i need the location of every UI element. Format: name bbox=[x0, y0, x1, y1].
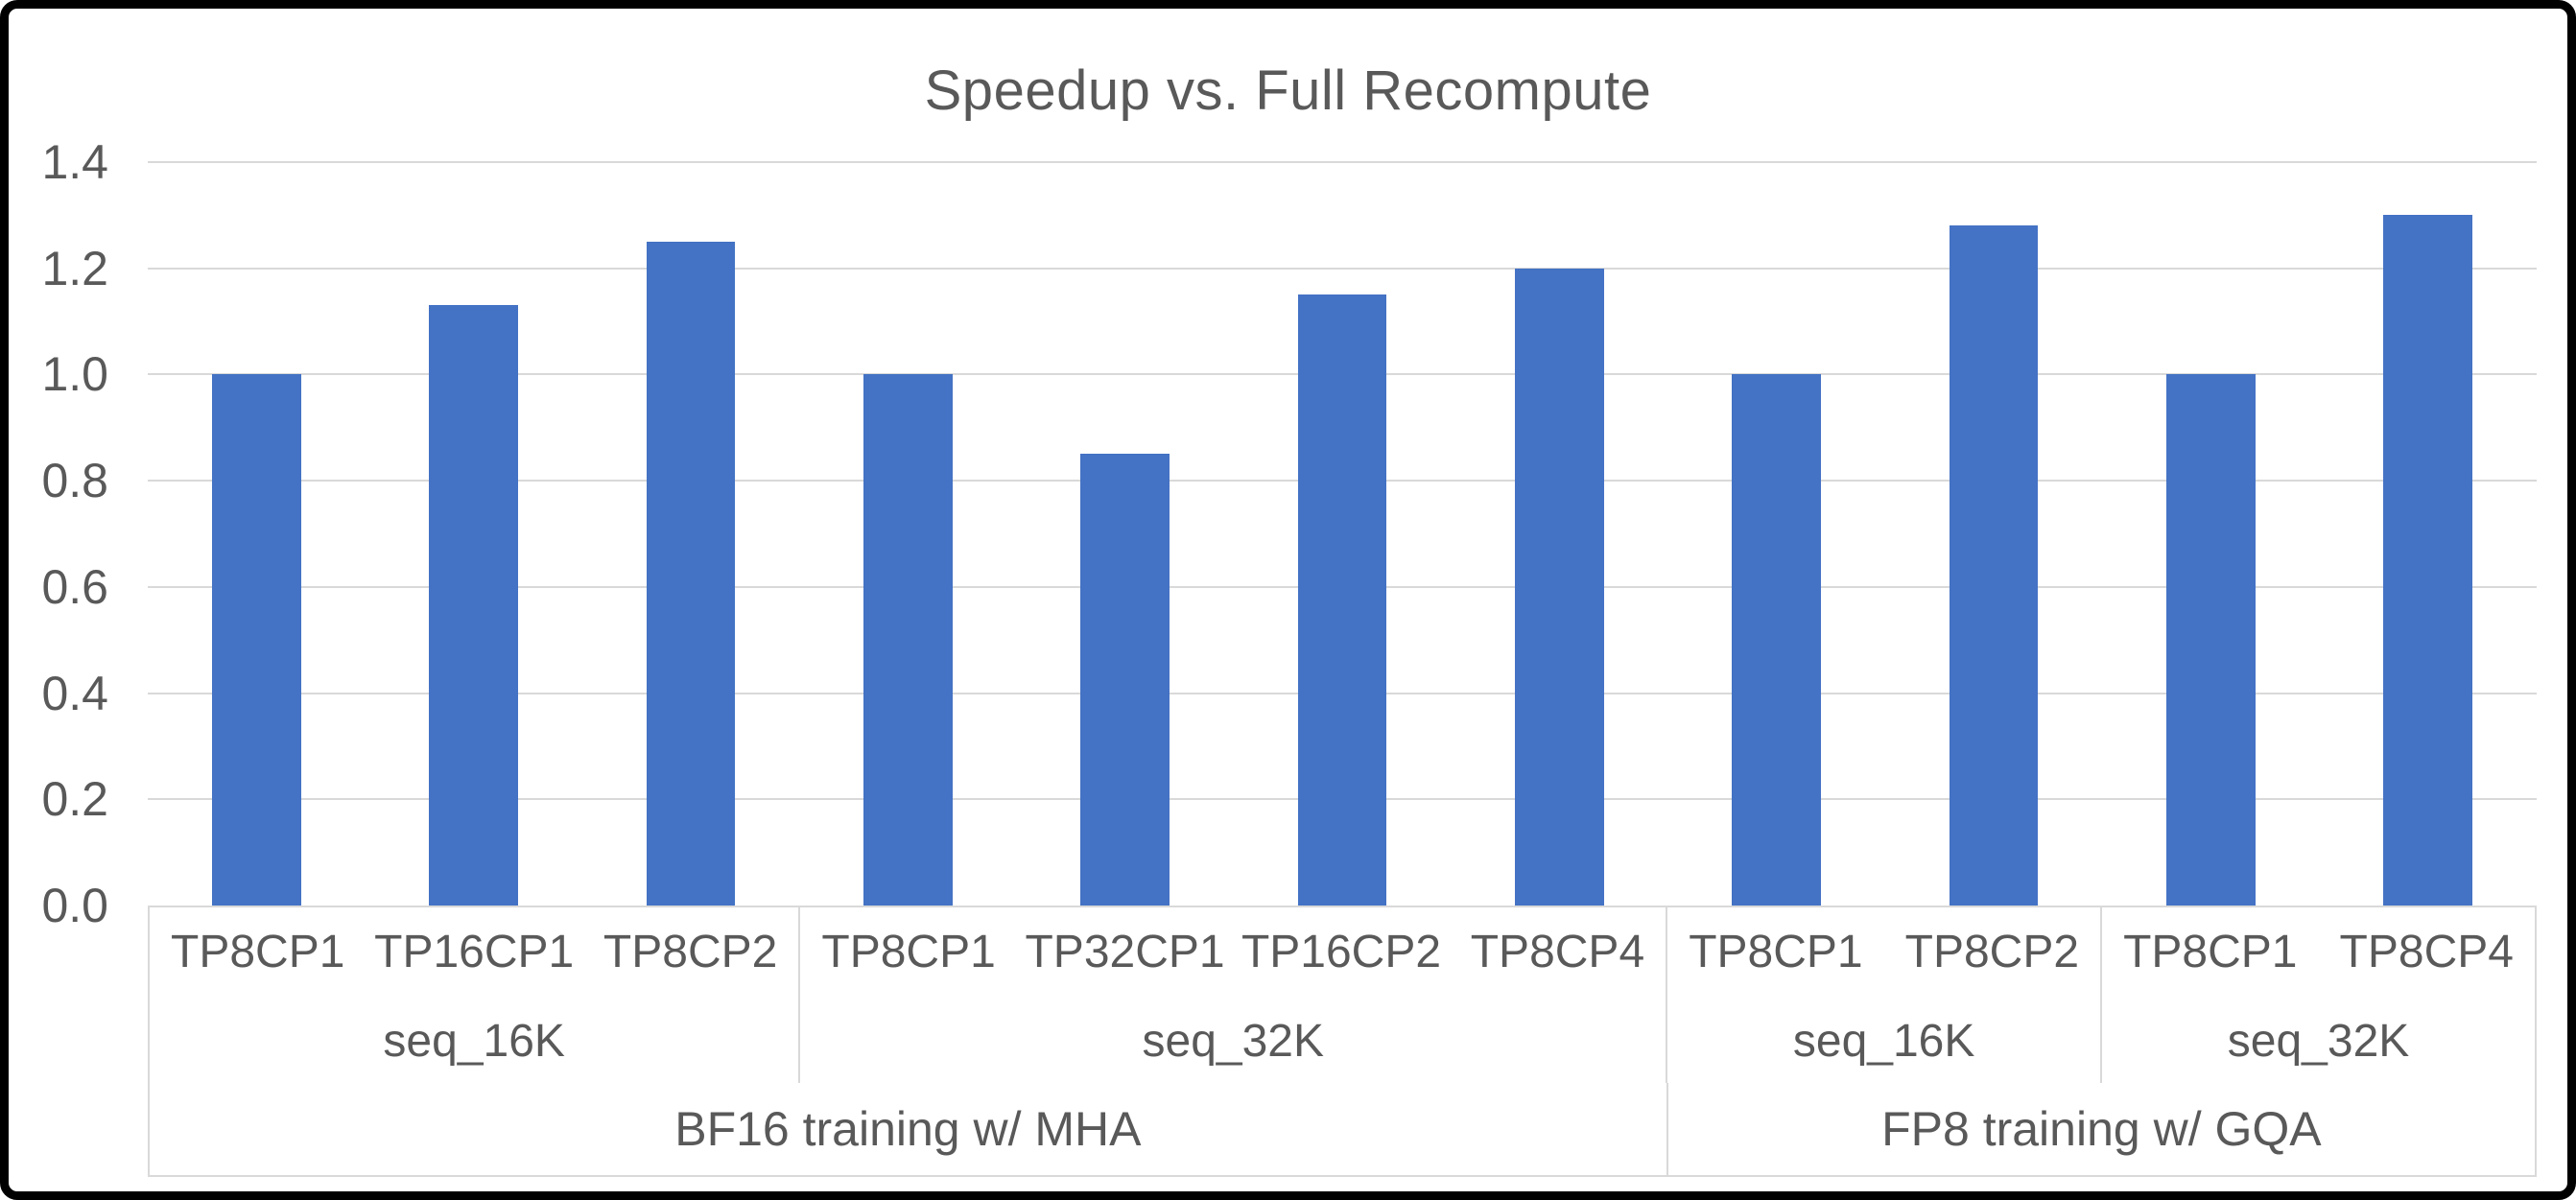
bar bbox=[1080, 454, 1170, 906]
seq-group-label: seq_16K bbox=[150, 999, 801, 1083]
y-axis-tick-label: 0.0 bbox=[41, 879, 108, 932]
x-axis-table: TP8CP1 TP16CP1 TP8CP2 TP8CP1 TP32CP1 TP16CP2 T… bbox=[148, 906, 2537, 1177]
category-label: TP16CP1 bbox=[374, 927, 575, 977]
bar-slot bbox=[148, 162, 365, 906]
seq-group-label: seq_32K bbox=[800, 999, 1668, 1083]
bar-series bbox=[148, 162, 2537, 906]
category-label: TP8CP2 bbox=[582, 906, 801, 999]
bar-slot bbox=[582, 162, 799, 906]
training-group-row: BF16 training w/ MHA FP8 training w/ GQA bbox=[150, 1083, 2535, 1175]
bar bbox=[1297, 294, 1387, 906]
gridline bbox=[148, 161, 2537, 163]
y-axis-tick-label: 0.8 bbox=[41, 454, 108, 508]
training-group-label: FP8 training w/ GQA bbox=[1881, 1102, 2322, 1156]
plot-area bbox=[148, 161, 2537, 907]
bar-slot bbox=[365, 162, 581, 906]
bar bbox=[1732, 374, 1822, 906]
bar-slot bbox=[1885, 162, 2102, 906]
y-axis-tick-label: 1.4 bbox=[41, 135, 108, 189]
category-label: TP32CP1 bbox=[1025, 927, 1225, 977]
bar bbox=[2383, 215, 2473, 906]
y-axis-tick-label: 0.4 bbox=[41, 666, 108, 720]
seq-group-label: seq_16K bbox=[1667, 999, 2103, 1083]
category-label: TP8CP4 bbox=[2339, 927, 2514, 977]
y-axis: 1.4 1.2 1.0 0.8 0.6 0.4 0.2 0.0 bbox=[9, 135, 108, 932]
category-label: TP8CP2 bbox=[1884, 906, 2103, 999]
bar bbox=[1949, 225, 2039, 906]
seq-group-label: seq_32K bbox=[2227, 1015, 2410, 1067]
bar bbox=[2166, 374, 2256, 906]
category-label: TP16CP2 bbox=[1241, 927, 1442, 977]
category-label: TP8CP1 bbox=[2123, 927, 2298, 977]
y-axis-tick-label: 0.6 bbox=[41, 559, 108, 614]
training-group-label: BF16 training w/ MHA bbox=[150, 1083, 1668, 1175]
y-axis-tick-label: 1.0 bbox=[41, 347, 108, 402]
bar-slot bbox=[2320, 162, 2537, 906]
bar bbox=[646, 242, 736, 906]
gridline bbox=[148, 267, 2537, 270]
category-label: TP8CP1 bbox=[821, 927, 996, 977]
bar bbox=[863, 374, 953, 906]
bar-slot bbox=[1451, 162, 1667, 906]
bar bbox=[1514, 268, 1604, 906]
bar bbox=[211, 374, 301, 906]
category-label: TP8CP4 bbox=[1450, 906, 1668, 999]
bar bbox=[429, 305, 518, 906]
y-axis-tick-label: 1.2 bbox=[41, 241, 108, 295]
category-label-row: TP8CP1 TP16CP1 TP8CP2 TP8CP1 TP32CP1 TP16CP2 T… bbox=[150, 906, 2535, 999]
bar-slot bbox=[1234, 162, 1451, 906]
bar-slot bbox=[799, 162, 1016, 906]
category-label: TP8CP1 bbox=[1689, 927, 1863, 977]
bar-slot bbox=[1016, 162, 1233, 906]
y-axis-tick-label: 0.2 bbox=[41, 772, 108, 827]
chart-title: Speedup vs. Full Recompute bbox=[924, 59, 1652, 122]
bar-slot bbox=[1668, 162, 1885, 906]
seq-group-row: seq_16K seq_32K seq_16K seq_32K bbox=[150, 999, 2535, 1083]
category-label: TP8CP1 bbox=[171, 927, 345, 977]
bar-slot bbox=[2102, 162, 2319, 906]
